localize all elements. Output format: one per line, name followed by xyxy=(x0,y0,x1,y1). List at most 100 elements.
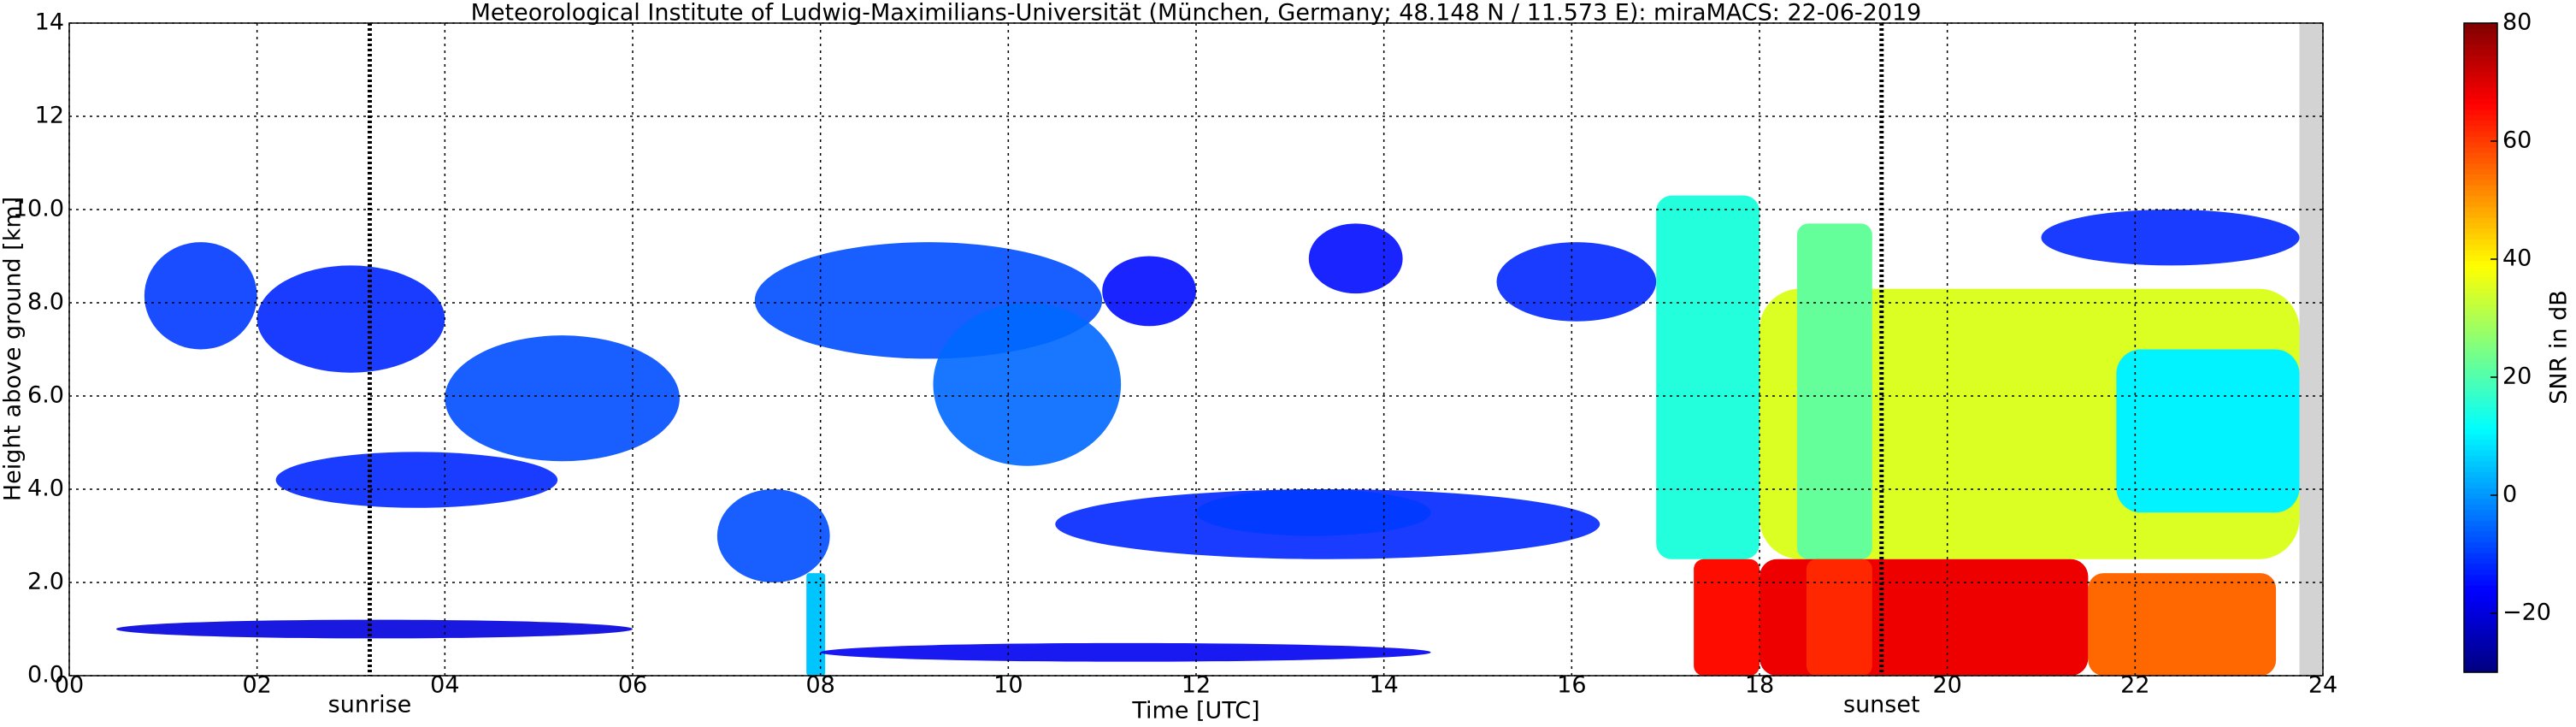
colorbar-segment xyxy=(2464,499,2497,505)
colorbar-segment xyxy=(2464,412,2497,419)
colorbar-segment xyxy=(2464,103,2497,110)
echo-region xyxy=(933,303,1122,466)
annotation-label: sunrise xyxy=(328,692,412,718)
x-axis-label: Time [UTC] xyxy=(1131,698,1259,724)
colorbar-segment xyxy=(2464,536,2497,543)
colorbar-segment xyxy=(2464,407,2497,413)
colorbar-segment xyxy=(2464,542,2497,549)
colorbar-segment xyxy=(2464,364,2497,370)
colorbar-segment xyxy=(2464,266,2497,273)
colorbar-segment xyxy=(2464,174,2497,181)
colorbar-segment xyxy=(2464,255,2497,262)
no-data-region xyxy=(2299,23,2323,676)
colorbar-segment xyxy=(2464,217,2497,224)
colorbar-segment xyxy=(2464,336,2497,343)
colorbar-segment xyxy=(2464,233,2497,240)
echo-region xyxy=(144,242,257,350)
colorbar-segment xyxy=(2464,618,2497,624)
colorbar-segment xyxy=(2464,326,2497,333)
colorbar-segment xyxy=(2464,401,2497,408)
colorbar-segment xyxy=(2464,126,2497,133)
colorbar-segment xyxy=(2464,320,2497,327)
y-tick-label: 2.0 xyxy=(27,569,64,595)
colorbar-segment xyxy=(2464,596,2497,603)
colorbar-segment xyxy=(2464,282,2497,289)
colorbar-segment xyxy=(2464,293,2497,300)
colorbar-segment xyxy=(2464,298,2497,305)
colorbar-segment xyxy=(2464,239,2497,245)
colorbar-segment xyxy=(2464,645,2497,652)
y-tick-label: 6.0 xyxy=(27,382,64,409)
colorbar-tick-label: −20 xyxy=(2502,600,2551,626)
colorbar-segment xyxy=(2464,136,2497,143)
colorbar-segment xyxy=(2464,640,2497,646)
colorbar-segment xyxy=(2464,212,2497,219)
colorbar-segment xyxy=(2464,417,2497,424)
colorbar-segment xyxy=(2464,228,2497,235)
colorbar-segment xyxy=(2464,347,2497,354)
colorbar-segment xyxy=(2464,191,2497,197)
y-tick-label: 8.0 xyxy=(27,289,64,316)
colorbar-segment xyxy=(2464,385,2497,392)
echo-region xyxy=(2041,210,2300,266)
colorbar-segment xyxy=(2464,526,2497,533)
echo-region xyxy=(115,619,633,639)
colorbar-tick-label: 0 xyxy=(2502,482,2517,508)
colorbar-segment xyxy=(2464,23,2497,29)
colorbar-segment xyxy=(2464,375,2497,381)
colorbar-segment xyxy=(2464,196,2497,203)
echo-region xyxy=(1308,223,1403,294)
colorbar-segment xyxy=(2464,152,2497,159)
colorbar-segment xyxy=(2464,342,2497,349)
colorbar-segment xyxy=(2464,466,2497,473)
colorbar-segment xyxy=(2464,261,2497,268)
colorbar-segment xyxy=(2464,245,2497,251)
colorbar-segment xyxy=(2464,650,2497,657)
colorbar-segment xyxy=(2464,271,2497,278)
y-tick-label: 10.0 xyxy=(13,196,64,222)
colorbar-segment xyxy=(2464,612,2497,619)
colorbar-segment xyxy=(2464,380,2497,387)
colorbar-segment xyxy=(2464,391,2497,398)
echo-region xyxy=(1806,559,1872,676)
colorbar-segment xyxy=(2464,315,2497,322)
colorbar-tick-label: 60 xyxy=(2502,127,2532,154)
colorbar-segment xyxy=(2464,396,2497,403)
colorbar-segment xyxy=(2464,109,2497,116)
colorbar-segment xyxy=(2464,250,2497,257)
colorbar-segment xyxy=(2464,93,2497,100)
colorbar-segment xyxy=(2464,547,2497,554)
colorbar-segment xyxy=(2464,553,2497,559)
colorbar-segment xyxy=(2464,358,2497,365)
echo-region xyxy=(1796,223,1872,559)
colorbar-segment xyxy=(2464,482,2497,489)
colorbar-segment xyxy=(2464,601,2497,608)
colorbar-segment xyxy=(2464,50,2497,56)
colorbar-segment xyxy=(2464,477,2497,484)
colorbar-segment xyxy=(2464,580,2497,587)
colorbar-segment xyxy=(2464,559,2497,565)
echo-region xyxy=(275,452,558,508)
y-axis-label: Height above ground [km] xyxy=(0,197,27,501)
colorbar-segment xyxy=(2464,461,2497,468)
colorbar-segment xyxy=(2464,440,2497,446)
colorbar-segment xyxy=(2464,504,2497,511)
echo-region xyxy=(445,335,680,462)
colorbar-segment xyxy=(2464,207,2497,213)
colorbar-segment xyxy=(2464,142,2497,149)
echo-region xyxy=(820,642,1431,662)
echo-region xyxy=(1196,489,1431,536)
y-tick-label: 12 xyxy=(35,103,64,129)
echo-region xyxy=(1496,242,1657,322)
colorbar-segment xyxy=(2464,575,2497,582)
colorbar-segment xyxy=(2464,147,2497,154)
colorbar-segment xyxy=(2464,591,2497,598)
colorbar-segment xyxy=(2464,510,2497,517)
colorbar-tick-label: 20 xyxy=(2502,364,2532,390)
colorbar-segment xyxy=(2464,277,2497,284)
colorbar-segment xyxy=(2464,44,2497,51)
echo-region xyxy=(2116,349,2300,513)
colorbar-segment xyxy=(2464,28,2497,35)
colorbar-segment xyxy=(2464,450,2497,457)
